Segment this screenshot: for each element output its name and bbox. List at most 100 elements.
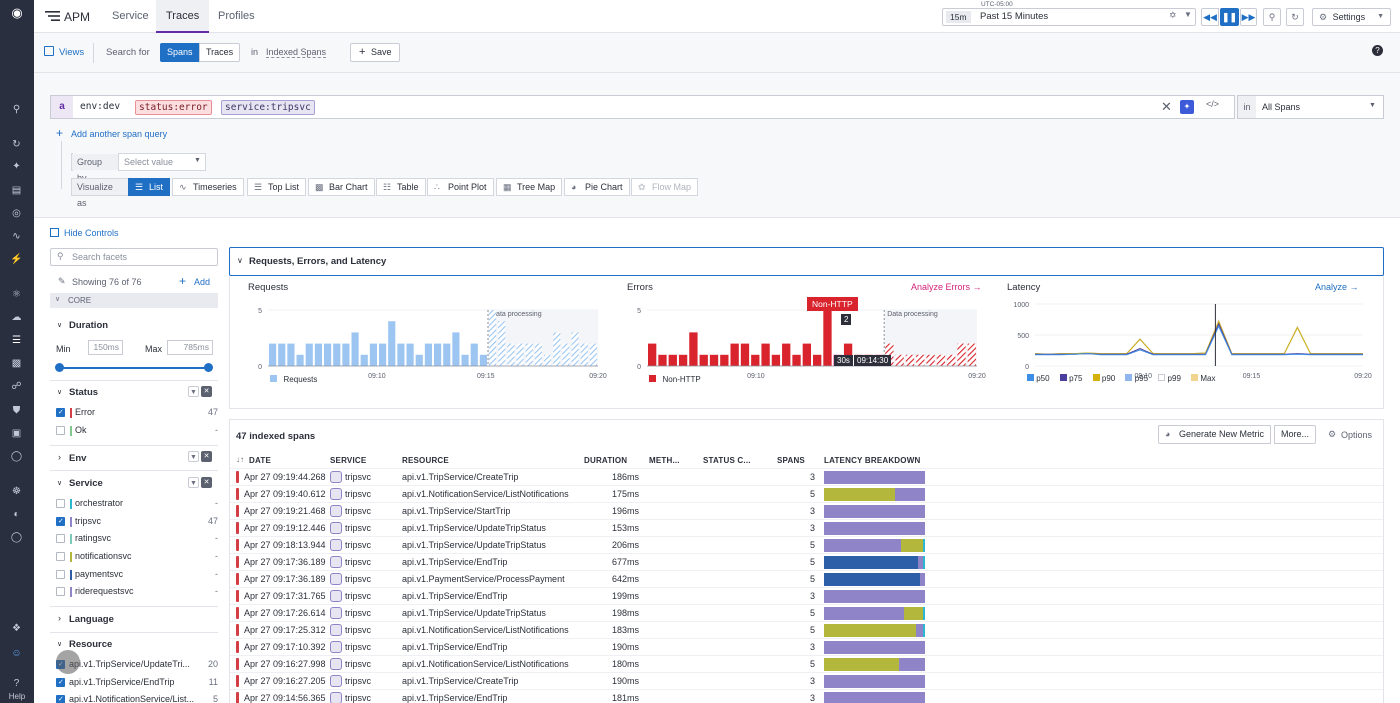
chevron-down-icon[interactable]: ▼ <box>1184 10 1192 19</box>
bar[interactable] <box>957 343 966 366</box>
query-token-env[interactable]: env:dev <box>80 101 121 112</box>
datadog-logo-icon[interactable]: ◉ <box>11 5 23 20</box>
bar[interactable] <box>709 354 719 366</box>
bar[interactable] <box>452 332 460 366</box>
add-span-query-link[interactable]: Add another span query <box>71 129 168 139</box>
service-option[interactable]: riderequestsvc - <box>56 585 218 599</box>
viz-treemap-button[interactable]: ▦ Tree Map <box>496 178 563 196</box>
viz-timeseries-button[interactable]: ∿ Timeseries <box>172 178 244 196</box>
viz-list-button[interactable]: ☰ List <box>128 178 171 196</box>
bar[interactable] <box>379 343 387 366</box>
zoom-out-button[interactable]: ⚲ <box>1263 8 1281 26</box>
infrastructure-icon[interactable]: ⚛ <box>12 289 21 300</box>
checkbox[interactable] <box>56 587 65 596</box>
series-line-p95[interactable] <box>1034 320 1363 355</box>
bar[interactable] <box>658 354 667 366</box>
bar[interactable] <box>324 343 332 366</box>
chevron-down-icon[interactable]: ∨ <box>57 480 63 487</box>
notebooks-icon[interactable]: ▩ <box>11 358 22 369</box>
bar[interactable] <box>689 332 698 366</box>
chevron-right-icon[interactable]: › <box>58 613 61 623</box>
bar[interactable] <box>296 354 304 366</box>
bar[interactable] <box>823 310 832 366</box>
more-button[interactable]: More... <box>1274 425 1317 444</box>
bar[interactable] <box>699 354 708 366</box>
resource-option[interactable]: api.v1.TripService/EndTrip 11 <box>56 676 218 690</box>
forward-button[interactable]: ▶▶ <box>1240 8 1257 26</box>
table-row[interactable]: Apr 27 09:17:25.312 tripsvc api.v1.Notific… <box>230 621 1383 638</box>
table-row[interactable]: Apr 27 09:16:27.998 tripsvc api.v1.Notific… <box>230 655 1383 672</box>
duration-slider-track[interactable] <box>59 367 209 369</box>
refresh-button[interactable]: ↻ <box>1286 8 1304 26</box>
bar[interactable] <box>571 332 579 366</box>
table-row[interactable]: Apr 27 09:19:12.446 tripsvc api.v1.TripSer… <box>230 519 1383 536</box>
series-line-p99[interactable] <box>1034 319 1363 355</box>
bar[interactable] <box>516 343 524 366</box>
rum-icon[interactable]: ▣ <box>11 428 22 439</box>
ai-assist-icon[interactable]: ✦ <box>1180 100 1194 114</box>
service-option[interactable]: paymentsvc - <box>56 568 218 582</box>
analyze-latency-link[interactable]: Analyze → <box>1315 282 1359 292</box>
checkbox[interactable] <box>56 678 65 687</box>
dashboards-icon[interactable]: ▤ <box>11 185 22 196</box>
tab-profiles[interactable]: Profiles <box>218 10 255 22</box>
bar[interactable] <box>562 343 570 366</box>
bar[interactable] <box>287 343 295 366</box>
viz-table-button[interactable]: ☷ Table <box>376 178 426 196</box>
apm-icon[interactable]: ☰ <box>12 335 21 346</box>
series-line-max[interactable] <box>1034 319 1363 355</box>
bar[interactable] <box>947 354 956 366</box>
bar[interactable] <box>342 343 350 366</box>
security-icon[interactable]: ⛊ <box>12 405 21 416</box>
bar[interactable] <box>813 354 822 366</box>
column-header-latency-breakdown[interactable]: LATENCY BREAKDOWN <box>824 456 921 465</box>
viz-pointplot-button[interactable]: ∴ Point Plot <box>427 178 494 196</box>
bar[interactable] <box>406 343 414 366</box>
errors-chart[interactable]: 0 5 Data processing 09:10 09:20 <box>627 300 987 380</box>
group-by-select[interactable]: Select value ▼ <box>118 153 206 171</box>
bar[interactable] <box>434 343 442 366</box>
bar[interactable] <box>489 310 497 366</box>
add-facet-link[interactable]: Add <box>194 277 211 287</box>
column-header-method[interactable]: METH... <box>649 456 680 465</box>
views-icon[interactable] <box>44 46 54 56</box>
help-label[interactable]: Help <box>8 692 26 701</box>
integrations-icon[interactable]: ∿ <box>12 231 21 242</box>
bar[interactable] <box>534 343 542 366</box>
synthetics-icon[interactable]: ◯ <box>10 451 23 462</box>
filter-icon[interactable]: ▼ <box>188 477 199 488</box>
generate-metric-button[interactable]: ◕ Generate New Metric <box>1158 425 1272 444</box>
table-row[interactable]: Apr 27 09:19:21.468 tripsvc api.v1.TripSer… <box>230 502 1383 519</box>
resource-option[interactable]: api.v1.NotificationService/List... 5 <box>56 693 218 703</box>
bar[interactable] <box>461 354 469 366</box>
service-option[interactable]: notificationsvc - <box>56 550 218 564</box>
checkbox[interactable] <box>56 570 65 579</box>
table-row[interactable]: Apr 27 09:17:26.614 tripsvc api.v1.TripSer… <box>230 604 1383 621</box>
scope-selector[interactable]: in All Spans ▼ <box>1237 95 1384 119</box>
bar[interactable] <box>720 354 729 366</box>
table-row[interactable]: Apr 27 09:14:56.365 tripsvc api.v1.TripSer… <box>230 689 1383 703</box>
service-option[interactable]: ratingsvc - <box>56 532 218 546</box>
monitors-icon[interactable]: ◎ <box>12 208 21 219</box>
column-header-service[interactable]: SERVICE <box>330 456 367 465</box>
table-row[interactable]: Apr 27 09:19:44.268 tripsvc api.v1.TripSer… <box>230 468 1383 485</box>
bar[interactable] <box>415 354 423 366</box>
checkbox[interactable] <box>56 534 65 543</box>
bar[interactable] <box>668 354 677 366</box>
bar[interactable] <box>771 354 781 366</box>
table-row[interactable]: Apr 27 09:17:36.189 tripsvc api.v1.Payment… <box>230 570 1383 587</box>
bits-icon[interactable]: ☸ <box>12 486 21 497</box>
save-button[interactable]: + Save <box>350 43 401 62</box>
checkbox[interactable] <box>56 426 65 435</box>
integrations-puzzle-icon[interactable]: ❖ <box>12 623 21 634</box>
duration-slider-max-handle[interactable] <box>204 363 213 372</box>
checkbox[interactable] <box>56 408 65 417</box>
bar[interactable] <box>305 343 313 366</box>
bar[interactable] <box>895 354 904 366</box>
pencil-icon[interactable]: ✎ <box>58 276 66 286</box>
status-error-option[interactable]: Error 47 <box>56 406 218 420</box>
filter-icon[interactable]: ▼ <box>188 451 199 462</box>
tab-traces[interactable]: Traces <box>156 0 210 33</box>
cost-icon[interactable]: ◯ <box>10 532 23 543</box>
close-icon[interactable]: ✕ <box>201 477 212 488</box>
